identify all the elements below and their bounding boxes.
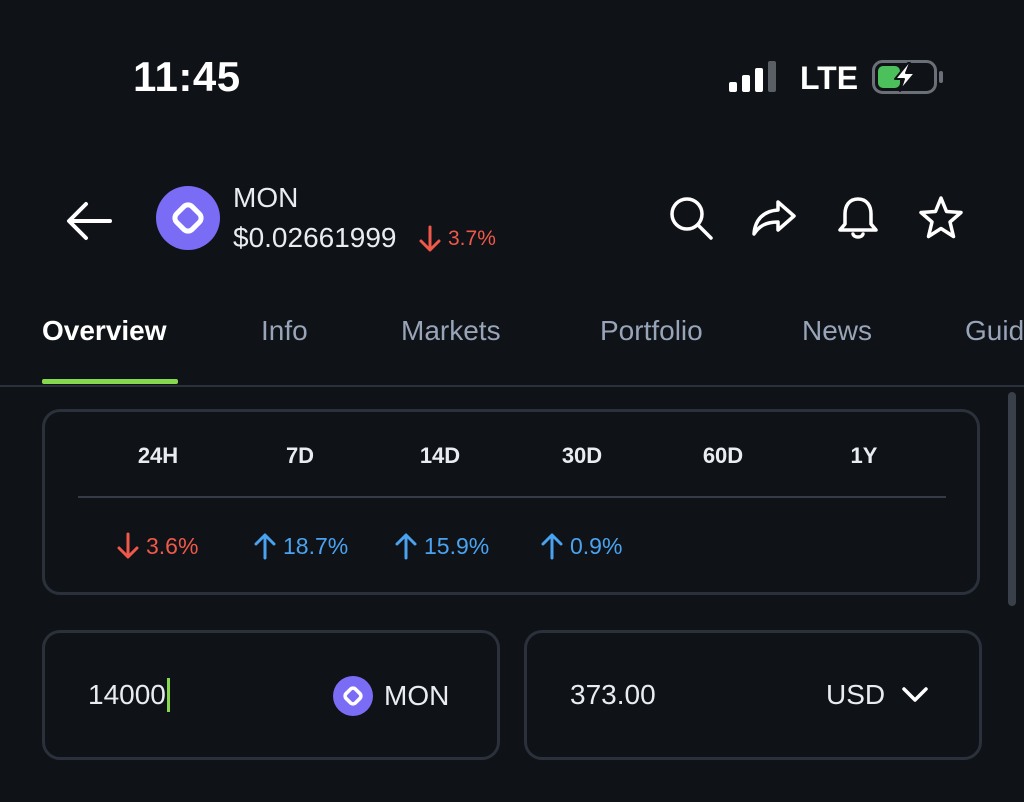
- arrow-down-icon: [117, 532, 139, 559]
- performance-card: [42, 409, 980, 595]
- tab-news[interactable]: News: [802, 315, 873, 346]
- battery-charging-icon: [872, 60, 943, 94]
- period-1y[interactable]: 1Y: [850, 443, 878, 468]
- arrow-up-icon: [254, 533, 276, 560]
- back-arrow-icon[interactable]: [60, 192, 118, 250]
- price-change-badge: 3.7%: [418, 224, 496, 254]
- bell-icon[interactable]: [834, 194, 882, 242]
- performance-divider: [78, 496, 946, 498]
- perf-value-14d: 15.9%: [394, 531, 489, 561]
- active-tab-indicator: [42, 379, 178, 384]
- search-icon[interactable]: [667, 194, 715, 242]
- coin-amount-input[interactable]: 14000: [88, 676, 170, 714]
- period-30d[interactable]: 30D: [561, 443, 603, 468]
- currency-select[interactable]: USD: [826, 676, 929, 714]
- period-14d[interactable]: 14D: [419, 443, 461, 468]
- tab-guides[interactable]: Guid: [965, 315, 1024, 346]
- tab-markets[interactable]: Markets: [401, 315, 501, 346]
- perf-value-24h: 3.6%: [116, 531, 198, 561]
- tab-bar: Overview Info Markets Portfolio News Gui…: [0, 300, 1024, 386]
- coin-price: $0.02661999: [233, 222, 397, 253]
- period-24h[interactable]: 24H: [137, 443, 179, 468]
- perf-value-text: 0.9%: [570, 533, 623, 559]
- tab-overview[interactable]: Overview: [42, 315, 167, 346]
- perf-value-text: 18.7%: [283, 533, 349, 559]
- network-label: LTE: [800, 60, 859, 96]
- scrollbar[interactable]: [1008, 392, 1016, 606]
- perf-value-text: 15.9%: [424, 533, 490, 559]
- tabs-divider: [0, 385, 1024, 387]
- tab-info[interactable]: Info: [261, 315, 308, 346]
- perf-value-7d: 18.7%: [253, 531, 348, 561]
- coin-logo: [156, 186, 220, 250]
- fiat-amount-box[interactable]: [524, 630, 982, 760]
- coin-logo-small: [333, 676, 373, 716]
- period-60d[interactable]: 60D: [702, 443, 744, 468]
- perf-value-text: 3.6%: [146, 533, 199, 559]
- coin-amount-value: 14000: [88, 679, 166, 710]
- status-time: 11:45: [133, 53, 241, 100]
- perf-value-30d: 0.9%: [540, 531, 622, 561]
- arrow-up-icon: [395, 533, 417, 560]
- signal-icon: [729, 61, 776, 92]
- coin-unit-label: MON: [384, 680, 450, 711]
- star-icon[interactable]: [917, 194, 965, 242]
- arrow-up-icon: [541, 533, 563, 560]
- coin-logo-icon: [343, 686, 363, 706]
- coin-symbol: MON: [233, 182, 299, 213]
- fiat-amount-value[interactable]: 373.00: [570, 679, 656, 710]
- price-change-value: 3.7%: [448, 227, 496, 250]
- arrow-down-icon: [419, 225, 441, 252]
- text-caret: [166, 678, 170, 712]
- share-icon[interactable]: [750, 194, 798, 242]
- currency-select-label: USD: [826, 679, 886, 710]
- period-7d[interactable]: 7D: [285, 443, 315, 468]
- coin-logo-icon: [172, 202, 204, 234]
- chevron-down-icon: [902, 687, 928, 702]
- tab-portfolio[interactable]: Portfolio: [600, 315, 703, 346]
- coin-amount-box[interactable]: [42, 630, 500, 760]
